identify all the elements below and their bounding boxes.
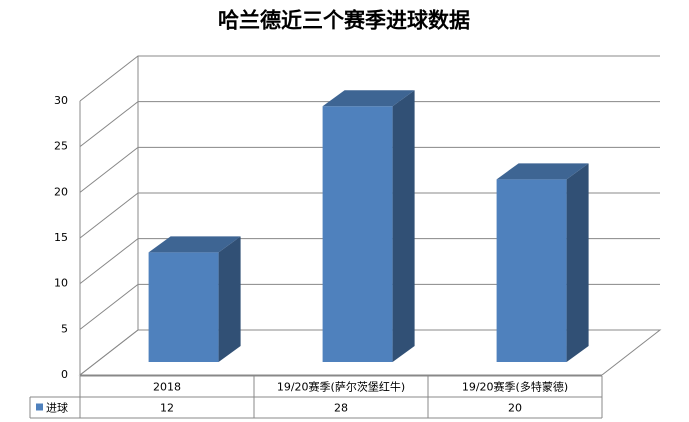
table-value: 12 <box>160 402 174 415</box>
bar <box>148 236 241 362</box>
bar-top <box>148 236 241 253</box>
chart-title: 哈兰德近三个赛季进球数据 <box>218 8 470 33</box>
bar-side <box>218 236 241 362</box>
x-tick-label: 19/20赛季(多特蒙德) <box>462 380 568 394</box>
y-tick-label: 30 <box>54 94 68 107</box>
bar-side <box>566 163 589 362</box>
y-tick-label: 0 <box>61 368 68 381</box>
bar-top <box>322 90 415 107</box>
table-value: 20 <box>508 402 522 415</box>
bar-front <box>496 179 567 362</box>
bar-front <box>322 106 393 363</box>
bar-side <box>392 90 415 363</box>
y-tick-label: 25 <box>54 140 68 153</box>
y-tick-label: 15 <box>54 231 68 244</box>
table-value: 28 <box>334 402 348 415</box>
y-tick-label: 20 <box>54 185 68 198</box>
y-tick-label: 10 <box>54 277 68 290</box>
bar-top <box>496 163 589 180</box>
x-tick-label: 2018 <box>153 381 181 394</box>
bar <box>496 163 589 362</box>
legend-swatch <box>36 403 43 411</box>
data-table-grid <box>29 375 603 419</box>
bar-front <box>148 252 219 362</box>
y-tick-label: 5 <box>61 322 68 335</box>
x-tick-label: 19/20赛季(萨尔茨堡红牛) <box>277 380 405 394</box>
legend-label: 进球 <box>46 401 68 415</box>
bar <box>322 90 415 363</box>
